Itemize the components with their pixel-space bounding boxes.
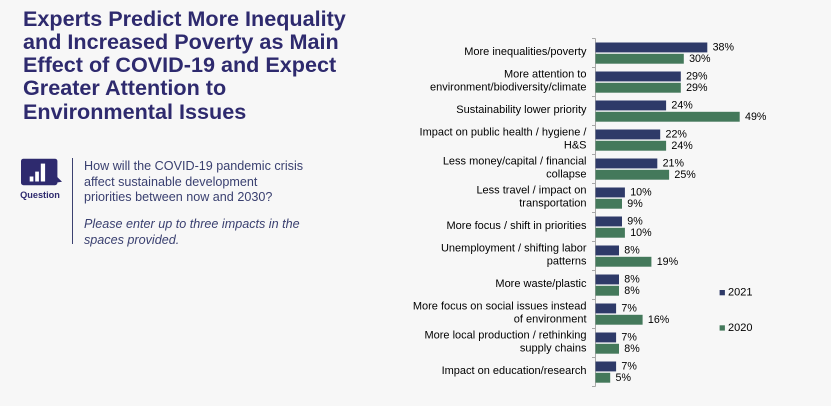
svg-text:25%: 25% — [674, 169, 696, 181]
svg-text:9%: 9% — [627, 198, 643, 210]
svg-text:9%: 9% — [627, 215, 643, 227]
svg-text:More focus on social issues in: More focus on social issues instead of en… — [413, 301, 587, 326]
svg-text:24%: 24% — [671, 140, 693, 152]
svg-text:8%: 8% — [624, 285, 640, 297]
svg-text:Less money/capital / financial: Less money/capital / financial collapse — [443, 156, 587, 181]
svg-text:29%: 29% — [686, 82, 708, 94]
svg-text:More focus / shift in prioriti: More focus / shift in priorities — [447, 220, 587, 232]
svg-text:7%: 7% — [621, 302, 637, 314]
svg-text:Sustainability lower priority: Sustainability lower priority — [456, 104, 587, 116]
svg-text:5%: 5% — [616, 372, 632, 384]
svg-text:8%: 8% — [624, 244, 640, 256]
svg-text:Impact on education/research: Impact on education/research — [442, 365, 587, 377]
svg-text:10%: 10% — [630, 227, 652, 239]
svg-text:49%: 49% — [745, 111, 767, 123]
svg-text:7%: 7% — [621, 360, 637, 372]
svg-text:7%: 7% — [621, 331, 637, 343]
svg-text:2020: 2020 — [728, 322, 752, 334]
svg-text:30%: 30% — [689, 53, 711, 65]
svg-text:22%: 22% — [666, 128, 688, 140]
svg-text:24%: 24% — [671, 99, 693, 111]
svg-text:2021: 2021 — [728, 287, 752, 299]
svg-text:16%: 16% — [648, 314, 670, 326]
svg-text:29%: 29% — [686, 70, 708, 82]
svg-text:21%: 21% — [663, 157, 685, 169]
svg-text:19%: 19% — [657, 256, 679, 268]
svg-text:8%: 8% — [624, 273, 640, 285]
svg-text:Impact on public health / hygi: Impact on public health / hygiene / H&S — [420, 127, 588, 152]
svg-text:More inequalities/poverty: More inequalities/poverty — [464, 46, 587, 58]
svg-text:More local production / rethin: More local production / rethinking supply… — [424, 330, 587, 355]
svg-text:38%: 38% — [713, 41, 735, 53]
svg-text:More waste/plastic: More waste/plastic — [495, 278, 587, 290]
svg-text:8%: 8% — [624, 343, 640, 355]
svg-text:10%: 10% — [630, 186, 652, 198]
